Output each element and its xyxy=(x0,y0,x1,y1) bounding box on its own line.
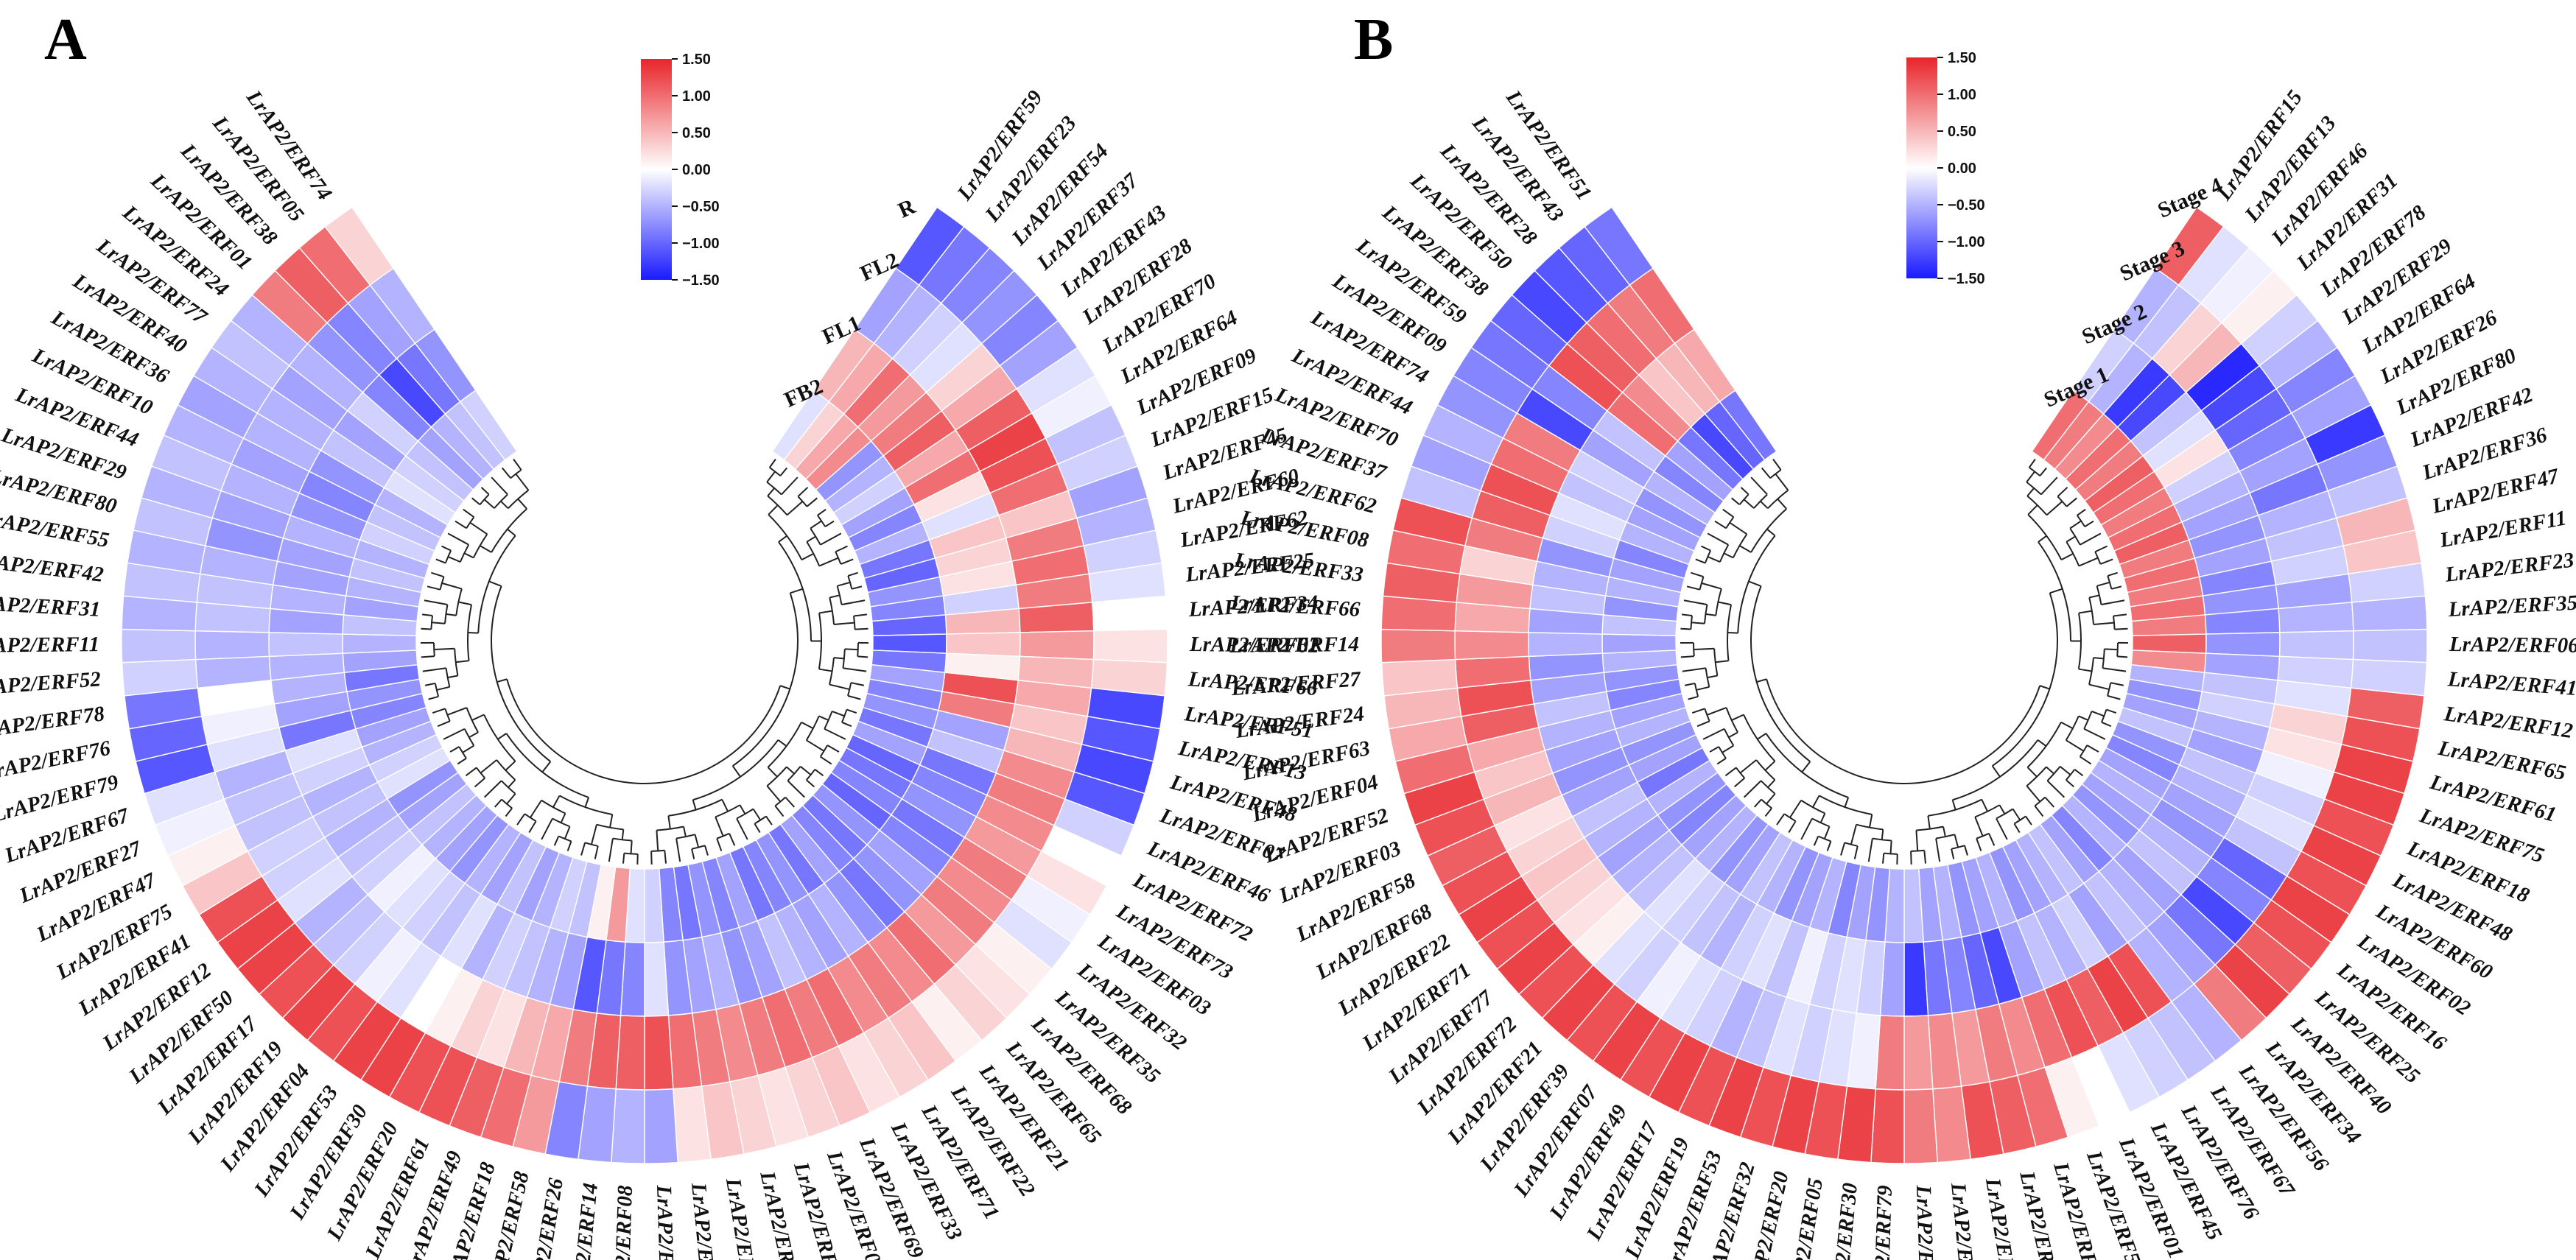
colorbar: 1.50 1.00 0.50 0.00 −0.50 −1.00 −1.50 xyxy=(641,52,720,289)
heatmap-cell xyxy=(1454,630,1530,661)
heatmap-cell xyxy=(1019,630,1095,661)
colorbar-tick-label: −1.50 xyxy=(1948,271,1985,287)
gene-label: LrAP2/ERF41 xyxy=(2446,667,2576,700)
heatmap-cell xyxy=(611,1088,645,1164)
heatmap-cell xyxy=(2205,632,2281,658)
heatmap-cell xyxy=(194,630,270,661)
heatmap-cell xyxy=(2278,630,2354,661)
gene-label: LrAP2/ERF12 xyxy=(2442,702,2574,743)
heatmap-cell xyxy=(1903,1088,1938,1164)
heatmap-cell xyxy=(1092,595,1168,632)
heatmap-cell xyxy=(1903,1015,1934,1091)
colorbar-tick-label: −1.50 xyxy=(682,272,720,289)
dendrogram xyxy=(421,458,868,865)
colorbar-tick-label: 0.00 xyxy=(682,162,711,178)
gene-label: LrAP2/ERF63 xyxy=(687,1181,723,1260)
ring-label: Stage 4 xyxy=(2154,173,2226,223)
dendrogram xyxy=(1680,458,2128,865)
gene-label: LrAP2/ERF14 xyxy=(1229,633,1359,658)
gene-label: LrAP2/ERF11 xyxy=(0,633,99,658)
colorbar: 1.50 1.00 0.50 0.00 −0.50 −1.00 −1.50 xyxy=(1906,50,1985,287)
heatmap-cell xyxy=(268,632,344,658)
heatmap-cell xyxy=(644,1088,678,1164)
panel-label-b: B xyxy=(1354,7,1393,72)
gene-label: LrAP2/ERF78 xyxy=(0,702,106,743)
colorbar-tick-label: −0.50 xyxy=(1948,197,1985,214)
gene-label: LrAP2/ERF23 xyxy=(2443,548,2575,586)
colorbar-tick-label: 1.00 xyxy=(1948,87,1976,103)
colorbar-gradient xyxy=(1906,57,1937,278)
panel-b: B LrAP2/ERF15LrAP2/ERF13LrAP2/ERF46LrAP2… xyxy=(1229,7,2576,1260)
panel-label-a: A xyxy=(44,7,87,72)
colorbar-tick-label: 0.00 xyxy=(1948,161,1976,177)
gene-label: LrAP2/ERF54 xyxy=(1912,1184,1940,1260)
gene-label: LrAP2/ERF14 xyxy=(566,1182,603,1260)
gene-label: LrAP2/ERF79 xyxy=(1869,1185,1897,1260)
gene-label: LrAP2/ERF39 xyxy=(721,1176,765,1260)
gene-label: LrAP2/ERF11 xyxy=(2438,506,2569,552)
gene-label: LrAP2/ERF69 xyxy=(1981,1176,2025,1260)
heatmap-cell xyxy=(1528,632,1604,658)
gene-label: LrAP2/ERF35 xyxy=(2447,591,2576,622)
heatmap-cell xyxy=(1870,1088,1905,1164)
heatmap-cell xyxy=(644,1015,674,1091)
heatmap-cell xyxy=(324,206,394,286)
gene-label: LrAP2/ERF02 xyxy=(1189,633,1319,658)
heatmap-cell xyxy=(945,632,1021,658)
gene-label: LrAP2/ERF05 xyxy=(1783,1177,1828,1260)
gene-label: LrAP2/ERF30 xyxy=(1826,1182,1862,1260)
colorbar-tick-label: 1.00 xyxy=(682,88,711,105)
heatmap-cell xyxy=(644,941,670,1017)
panel-a: A LrAP2/ERF59LrAP2/ERF23LrAP2/ERF54LrAP2… xyxy=(0,7,1319,1260)
colorbar-tick-label: 0.50 xyxy=(682,125,711,141)
gene-label: LrAP2/ERF73 xyxy=(1946,1181,1982,1260)
colorbar-tick-label: 1.50 xyxy=(1948,50,1976,66)
gene-label: LrAP2/ERF06 xyxy=(2449,633,2576,658)
gene-label: LrAP2/ERF52 xyxy=(0,667,102,700)
heatmap-cells xyxy=(1380,206,2428,1164)
heatmap-cell xyxy=(1601,633,1677,654)
heatmap-cell xyxy=(2351,595,2428,632)
heatmap-cell xyxy=(121,628,197,664)
colorbar-gradient xyxy=(641,59,672,280)
heatmap-cell xyxy=(1584,206,1654,286)
heatmap-cell xyxy=(1380,628,1456,664)
colorbar-tick-label: −1.00 xyxy=(1948,234,1985,250)
colorbar-tick-label: −0.50 xyxy=(682,199,720,215)
colorbar-tick-label: −1.00 xyxy=(682,236,720,252)
gene-label: LrAP2/ERF08 xyxy=(609,1185,637,1260)
ring-label: R xyxy=(894,194,919,223)
heatmap-cell xyxy=(342,633,417,654)
gene-label: LrAP2/ERF56 xyxy=(652,1184,680,1260)
gene-label: LrAP2/ERF42 xyxy=(0,548,105,586)
heatmap-cells xyxy=(121,206,1168,1164)
colorbar-tick-label: 1.50 xyxy=(682,52,711,68)
gene-label: LrAP2/ERF31 xyxy=(0,591,101,622)
heatmap-cell xyxy=(2352,628,2428,664)
heatmap-cell xyxy=(1903,941,1929,1017)
heatmap-cell xyxy=(1092,628,1168,664)
gene-label: LrAP2/ERF26 xyxy=(524,1176,568,1260)
colorbar-tick-label: 0.50 xyxy=(1948,124,1976,140)
